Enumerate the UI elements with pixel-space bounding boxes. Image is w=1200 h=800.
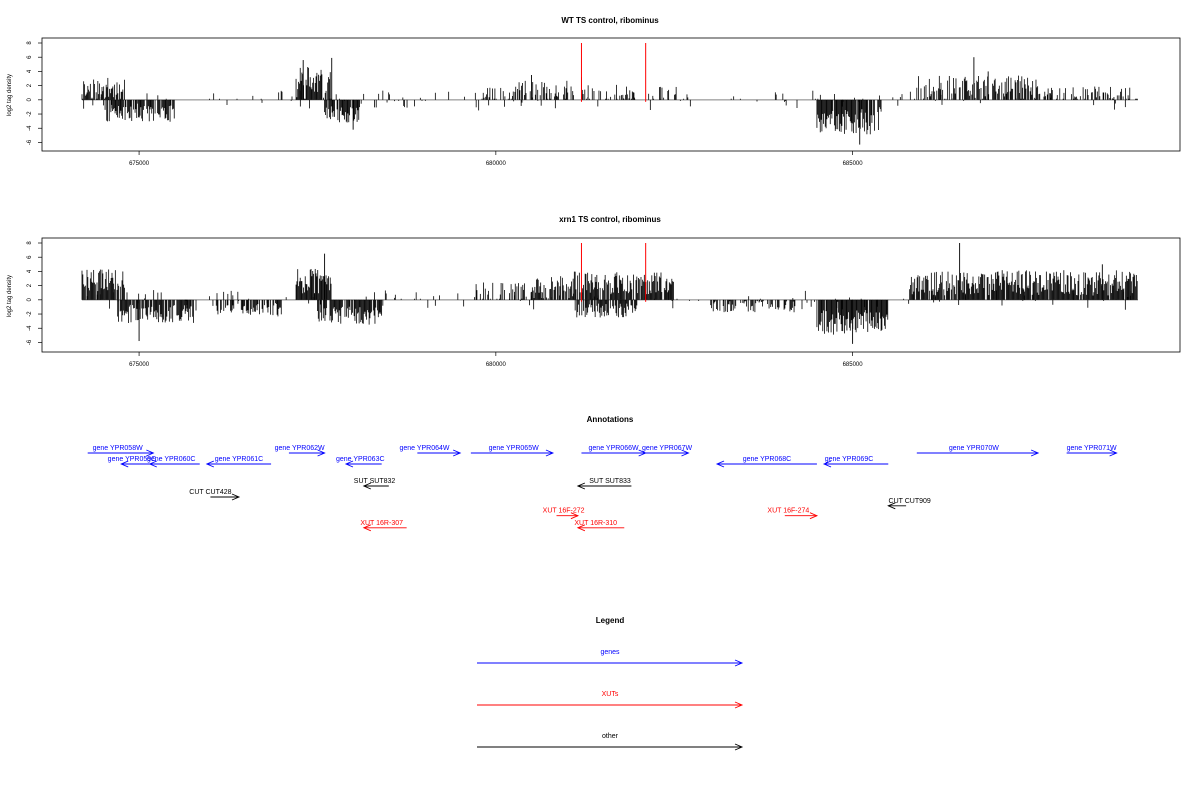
annotation-label: CUT CUT428 bbox=[189, 489, 231, 496]
arrowhead-icon bbox=[344, 460, 354, 468]
xrn1-plot-frame bbox=[41, 237, 1181, 353]
arrowhead-icon bbox=[1109, 449, 1118, 457]
annotation-label: XUT 16R-310 bbox=[574, 520, 617, 527]
annotation-label: gene YPR065W bbox=[489, 445, 539, 452]
y-tick-label: -4 bbox=[27, 325, 33, 331]
annotation-label: gene YPR061C bbox=[215, 456, 264, 463]
x-tick-label: 680000 bbox=[486, 362, 507, 368]
xrn1-y-axis-label: log2 tag density bbox=[7, 275, 13, 317]
y-tick-label: 2 bbox=[27, 83, 33, 87]
x-tick-label: 685000 bbox=[843, 362, 864, 368]
annotation-label: gene YPR062W bbox=[275, 445, 325, 452]
x-tick-label: 675000 bbox=[129, 161, 150, 167]
arrowhead-icon bbox=[205, 460, 215, 468]
arrowhead-icon bbox=[887, 502, 896, 510]
arrowhead-icon bbox=[715, 460, 725, 468]
arrowhead-icon bbox=[809, 512, 819, 520]
y-tick-label: 4 bbox=[27, 69, 33, 73]
wt-marker-lines bbox=[580, 43, 647, 102]
annotation-label: CUT CUT909 bbox=[889, 498, 931, 505]
annotation-label: gene YPR059C bbox=[108, 456, 157, 463]
y-tick-label: 2 bbox=[27, 283, 33, 287]
arrowhead-icon bbox=[146, 449, 155, 457]
arrowhead-icon bbox=[734, 701, 744, 709]
legend-title: Legend bbox=[596, 616, 625, 625]
xrn1-density-panel: xrn1 TS control, ribominus log2 tag dens… bbox=[7, 215, 1181, 368]
annotation-label: gene YPR068C bbox=[743, 456, 792, 463]
wt-panel-title: WT TS control, ribominus bbox=[561, 16, 659, 25]
wt-y-axis-label: log2 tag density bbox=[7, 74, 13, 116]
xrn1-bar-marks bbox=[81, 243, 1138, 344]
arrowhead-icon bbox=[362, 482, 372, 490]
arrowhead-icon bbox=[452, 449, 462, 457]
y-tick-label: 6 bbox=[27, 255, 33, 259]
y-tick-label: 8 bbox=[27, 41, 33, 45]
annotation-label: XUT 16R-307 bbox=[360, 520, 403, 527]
y-tick-label: -2 bbox=[27, 311, 33, 317]
arrowhead-icon bbox=[734, 659, 744, 667]
wt-density-panel: WT TS control, ribominus log2 tag densit… bbox=[7, 16, 1181, 167]
annotation-label: gene YPR063C bbox=[336, 456, 385, 463]
legend-items: genes XUTs other bbox=[477, 649, 744, 751]
y-tick-label: 0 bbox=[27, 297, 33, 301]
legend-label: genes bbox=[600, 649, 620, 656]
annotation-label: gene YPR070W bbox=[949, 445, 999, 452]
arrowhead-icon bbox=[362, 524, 372, 532]
annotation-label: SUT SUT832 bbox=[354, 478, 396, 485]
annotation-label: gene YPR071W bbox=[1067, 445, 1117, 452]
arrowhead-icon bbox=[734, 743, 744, 751]
annotation-label: XUT 16F-272 bbox=[543, 508, 585, 515]
arrowhead-icon bbox=[576, 524, 586, 532]
arrowhead-icon bbox=[570, 512, 580, 520]
annotation-label: gene YPR060C bbox=[147, 456, 196, 463]
wt-axes: -6 -4 -2 0 2 4 6 8 675000 680000 685000 bbox=[27, 41, 863, 167]
x-tick-label: 680000 bbox=[486, 161, 507, 167]
annotations-title: Annotations bbox=[587, 415, 634, 424]
xrn1-marker-lines bbox=[580, 243, 647, 302]
x-tick-label: 685000 bbox=[843, 161, 864, 167]
annotation-label: gene YPR067W bbox=[642, 445, 692, 452]
annotation-label: gene YPR064W bbox=[399, 445, 449, 452]
arrowhead-icon bbox=[822, 460, 832, 468]
arrowhead-icon bbox=[681, 449, 690, 457]
legend-label: XUTs bbox=[602, 691, 619, 698]
xrn1-panel-title: xrn1 TS control, ribominus bbox=[559, 215, 661, 224]
annotation-label: gene YPR058W bbox=[93, 445, 143, 452]
arrowhead-icon bbox=[317, 449, 326, 457]
arrowhead-icon bbox=[576, 482, 586, 490]
arrowhead-icon bbox=[1030, 449, 1040, 457]
annotation-label: gene YPR066W bbox=[589, 445, 639, 452]
arrowhead-icon bbox=[231, 493, 241, 501]
annotation-label: XUT 16F-274 bbox=[767, 508, 809, 515]
annotation-label: gene YPR069C bbox=[825, 456, 874, 463]
y-tick-label: 6 bbox=[27, 55, 33, 59]
y-tick-label: 8 bbox=[27, 241, 33, 245]
y-tick-label: -6 bbox=[27, 339, 33, 345]
annotation-label: SUT SUT833 bbox=[589, 478, 631, 485]
wt-plot-frame bbox=[41, 37, 1181, 152]
arrowhead-icon bbox=[545, 449, 555, 457]
x-tick-label: 675000 bbox=[129, 362, 150, 368]
legend: Legend genes XUTs other bbox=[477, 616, 744, 751]
wt-bar-marks bbox=[81, 57, 1138, 145]
y-tick-label: -2 bbox=[27, 111, 33, 117]
arrowhead-icon bbox=[120, 460, 129, 468]
y-tick-label: 4 bbox=[27, 269, 33, 273]
y-tick-label: -6 bbox=[27, 139, 33, 145]
arrowhead-icon bbox=[148, 460, 157, 468]
y-tick-label: -4 bbox=[27, 125, 33, 131]
xrn1-axes: -6 -4 -2 0 2 4 6 8 675000 680000 685000 bbox=[27, 241, 863, 368]
legend-label: other bbox=[602, 733, 619, 740]
y-tick-label: 0 bbox=[27, 97, 33, 101]
